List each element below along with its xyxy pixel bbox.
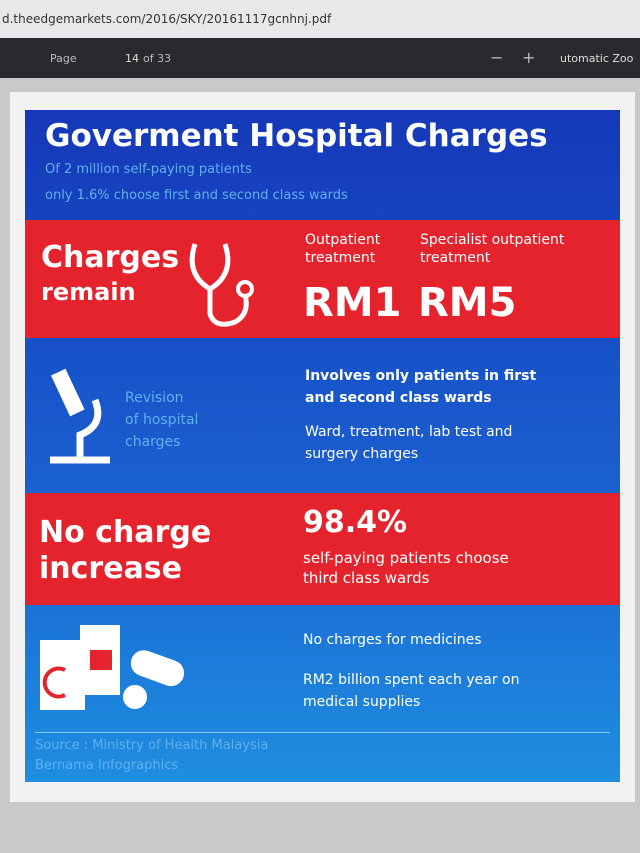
page-number[interactable]: 14: [125, 52, 139, 65]
stethoscope-icon: [189, 243, 254, 327]
toolbar: Page 14 of 33 − + utomatic Zoo: [0, 38, 640, 78]
label: treatment: [305, 250, 376, 266]
zoom-select[interactable]: utomatic Zoo: [560, 52, 634, 65]
zoom-in[interactable]: +: [522, 48, 536, 67]
increase-band: No charge increase 98.4% self-paying pat…: [25, 493, 620, 605]
label: Specialist outpatient: [420, 232, 565, 248]
value: RM1: [303, 280, 402, 326]
page-label: Page: [50, 52, 77, 65]
medicine-icon: [40, 625, 185, 710]
label: charges: [125, 434, 181, 450]
zoom-out[interactable]: −: [490, 48, 504, 67]
detail: third class wards: [303, 569, 430, 587]
heading: increase: [39, 551, 183, 586]
heading: No charge: [39, 515, 212, 550]
label: Revision: [125, 390, 184, 406]
page-count: of 33: [143, 52, 172, 65]
detail: self-paying patients choose: [303, 549, 509, 567]
source: Bernama Infographics: [35, 758, 179, 773]
value: 98.4%: [303, 505, 408, 540]
subtitle: only 1.6% choose first and second class …: [45, 188, 348, 203]
title: Goverment Hospital Charges: [45, 118, 548, 154]
bold-text: and second class wards: [305, 390, 492, 406]
text: No charges for medicines: [303, 632, 482, 648]
charges-band: Charges remain Outpatient treatment RM1 …: [25, 220, 620, 338]
heading: Charges: [41, 240, 180, 275]
label: treatment: [420, 250, 491, 266]
label: of hospital: [125, 412, 199, 428]
url[interactable]: d.theedgemarkets.com/2016/SKY/20161117gc…: [2, 12, 332, 26]
infographic: Goverment Hospital Charges Of 2 million …: [25, 110, 620, 782]
microscope-icon: [50, 368, 110, 464]
detail: surgery charges: [305, 446, 419, 462]
subtitle: Of 2 million self-paying patients: [45, 162, 252, 177]
detail: Ward, treatment, lab test and: [305, 424, 513, 440]
value: RM5: [418, 280, 517, 326]
bold-text: Involves only patients in first: [305, 368, 537, 384]
detail: medical supplies: [303, 694, 421, 710]
detail: RM2 billion spent each year on: [303, 672, 520, 688]
source: Source : Ministry of Health Malaysia: [35, 738, 269, 753]
label: Outpatient: [305, 232, 381, 248]
heading: remain: [41, 278, 136, 306]
url-bar: d.theedgemarkets.com/2016/SKY/20161117gc…: [0, 0, 640, 38]
divider: [35, 732, 610, 733]
